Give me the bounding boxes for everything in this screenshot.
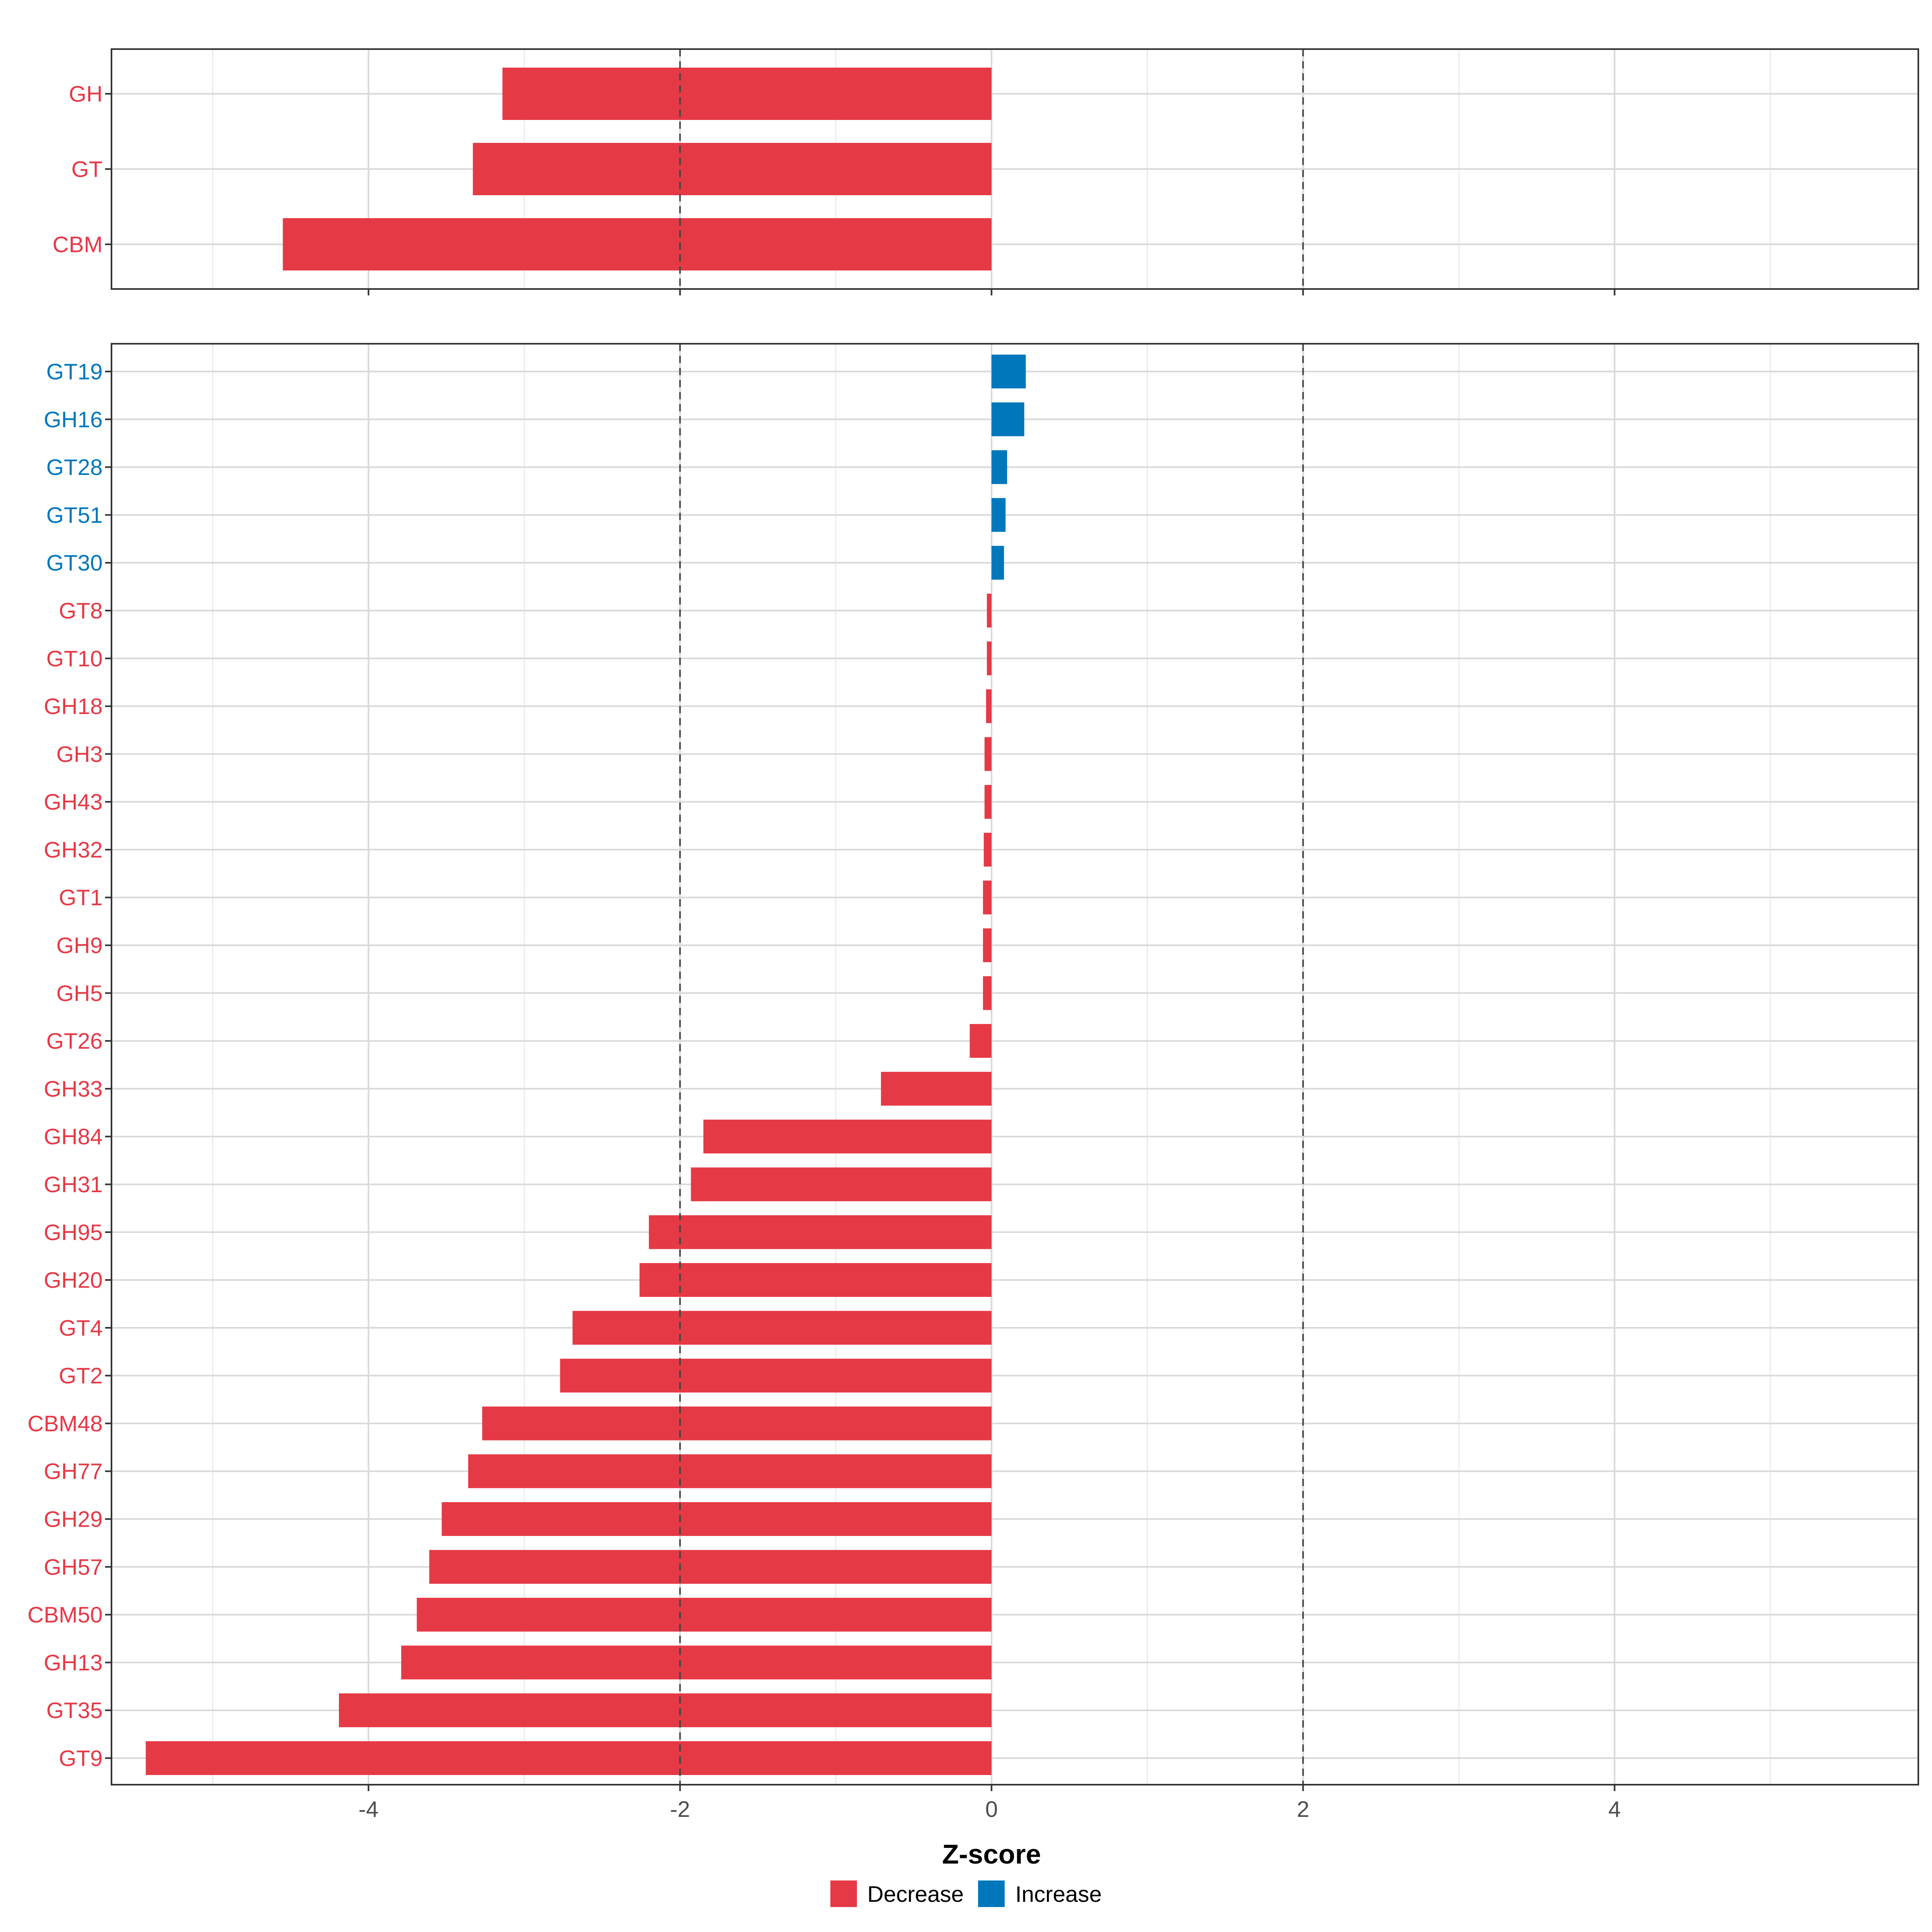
category-label: GH57 [44, 1554, 103, 1579]
bar-gt4 [572, 1311, 992, 1345]
category-label: GT1 [59, 885, 103, 910]
bar-cbm50 [417, 1598, 992, 1632]
bar-gt1 [983, 880, 992, 914]
category-label: GH84 [44, 1124, 103, 1149]
category-label: GT4 [59, 1315, 103, 1340]
category-label: GT [71, 157, 103, 182]
category-label: GH43 [44, 789, 103, 815]
x-tick-label: 4 [1608, 1796, 1621, 1822]
bar-gh95 [649, 1215, 992, 1249]
bar-gh57 [429, 1550, 992, 1584]
bar-gt35 [339, 1693, 992, 1728]
category-label: GT28 [46, 454, 103, 480]
bar-gh18 [986, 689, 992, 723]
bar-cbm48 [482, 1406, 992, 1441]
category-label: GT8 [59, 598, 103, 623]
category-label: GT9 [59, 1746, 103, 1771]
bar-gt51 [991, 498, 1006, 532]
category-label: GH13 [44, 1650, 103, 1675]
category-label: GH18 [44, 694, 103, 719]
panel-background [111, 344, 1918, 1785]
category-label: GH5 [56, 980, 103, 1006]
legend-label-decrease: Decrease [867, 1881, 964, 1907]
category-label: GT30 [46, 550, 103, 576]
bar-gt2 [560, 1358, 992, 1393]
category-label: GH77 [44, 1459, 103, 1484]
category-label: CBM48 [27, 1411, 103, 1436]
category-label: GH33 [44, 1076, 103, 1101]
category-label: GT2 [59, 1363, 103, 1388]
bar-gh13 [401, 1645, 992, 1680]
category-label: GT19 [46, 359, 103, 384]
x-tick-label: 0 [985, 1796, 998, 1822]
x-tick-label: -2 [670, 1796, 690, 1822]
category-label: GH3 [56, 741, 103, 767]
bar-gh3 [985, 737, 992, 771]
x-tick-label: 2 [1297, 1796, 1309, 1822]
bar-gh43 [985, 785, 992, 819]
bar-gh77 [468, 1454, 992, 1488]
bar-gh29 [442, 1502, 992, 1536]
bar-gt10 [987, 641, 992, 675]
legend-key-increase [978, 1880, 1005, 1907]
bar-gh32 [984, 832, 992, 867]
bar-gt26 [970, 1024, 992, 1058]
panel-border [111, 343, 1919, 1785]
chart-legend: Decrease Increase [0, 1876, 1932, 1912]
category-label: GH [69, 81, 103, 107]
category-label: GT26 [46, 1028, 103, 1054]
bar-gh16 [991, 402, 1024, 436]
bar-gh84 [703, 1119, 992, 1154]
legend-item-decrease: Decrease [830, 1880, 964, 1907]
category-label: GH9 [56, 933, 103, 958]
category-label: GT35 [46, 1698, 103, 1723]
bar-gt19 [991, 355, 1026, 388]
bar-gh20 [639, 1263, 992, 1297]
x-tick-label: -4 [359, 1796, 379, 1822]
category-label: GH31 [44, 1172, 103, 1197]
legend-key-decrease [830, 1880, 857, 1907]
category-label: GH32 [44, 837, 103, 862]
category-label: GT51 [46, 502, 103, 528]
category-label: CBM50 [27, 1602, 103, 1627]
category-label: CBM [53, 232, 103, 257]
legend-item-increase: Increase [978, 1880, 1102, 1907]
bar-cbm [283, 218, 992, 270]
category-label: GT10 [46, 646, 103, 671]
bar-gt9 [146, 1741, 992, 1775]
bar-gt [473, 143, 992, 195]
bar-gh33 [881, 1071, 992, 1106]
category-label: GH95 [44, 1220, 103, 1245]
bar-gh5 [983, 976, 992, 1010]
category-label: GH29 [44, 1507, 103, 1532]
x-axis-title: Z-score [942, 1839, 1041, 1870]
bar-gt30 [991, 546, 1004, 580]
category-label: GH20 [44, 1267, 103, 1293]
bar-gh [502, 68, 992, 120]
category-label: GH16 [44, 407, 103, 432]
bar-gh9 [983, 928, 992, 962]
legend-label-increase: Increase [1015, 1881, 1102, 1907]
bar-gh31 [691, 1167, 992, 1201]
bar-gt28 [991, 450, 1007, 484]
bar-gt8 [987, 593, 992, 627]
